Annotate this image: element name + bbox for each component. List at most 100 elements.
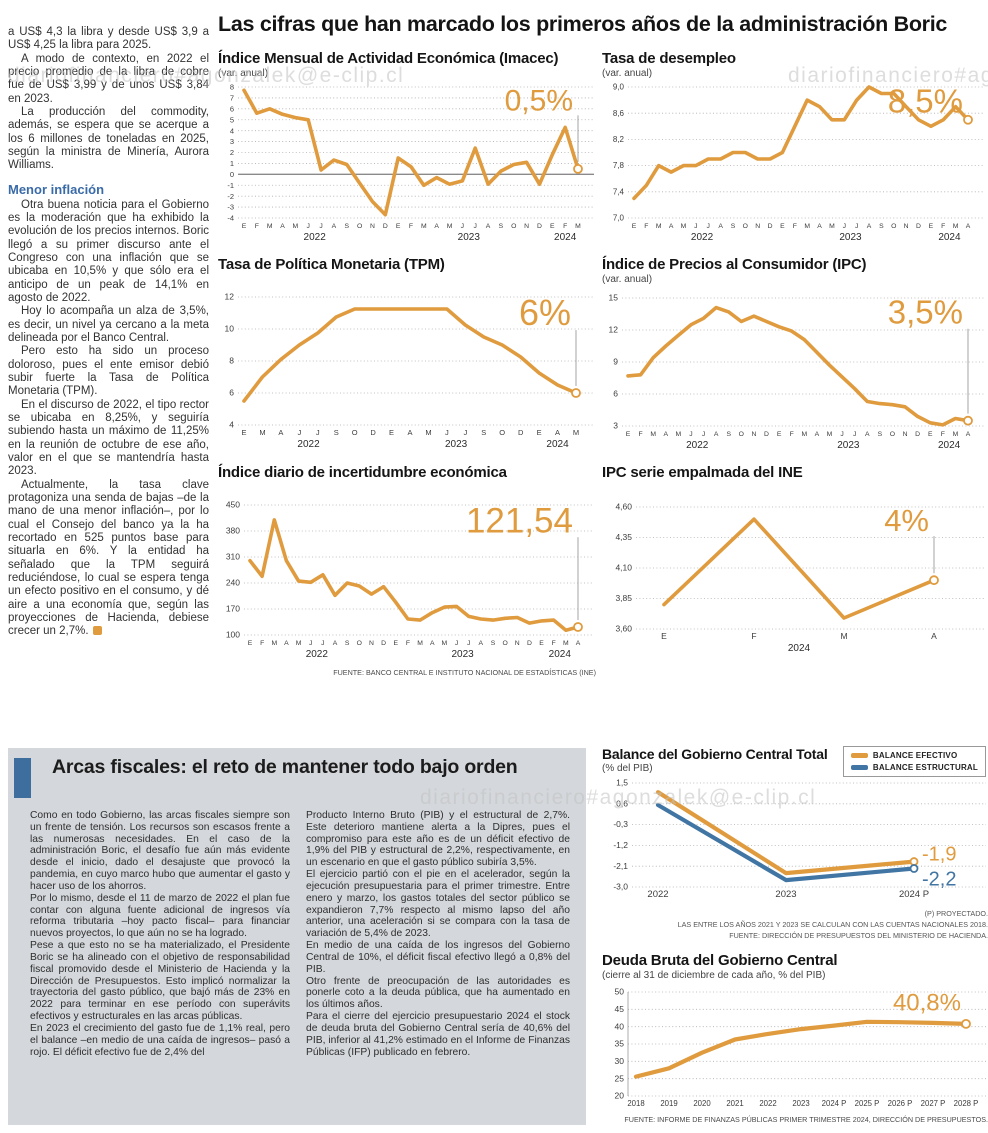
svg-text:3,60: 3,60 (615, 624, 632, 634)
legend-swatch-estructural (850, 765, 868, 770)
paragraph: Pese a que esto no se ha materializado, … (30, 940, 290, 1023)
paragraph: Hoy lo acompaña un alza de 3,5%, es deci… (8, 305, 209, 344)
balance-line-chart: 1,5 0,6 -0,3 -1,2 -2,1 -3,0 2022 2023 2024 P -1,9… (613, 778, 986, 900)
svg-text:2023: 2023 (458, 232, 481, 243)
svg-text:S: S (334, 428, 339, 437)
chart-incertidumbre: Índice diario de incertidumbre económica… (218, 464, 596, 677)
paragraph: a US$ 4,3 la libra y desde US$ 3,9 a US$… (8, 26, 209, 52)
feature-title: Arcas fiscales: el reto de mantener todo… (52, 756, 518, 778)
svg-text:2022: 2022 (759, 1099, 776, 1108)
svg-text:6: 6 (229, 388, 234, 398)
svg-text:M: M (417, 640, 423, 647)
svg-text:O: O (511, 223, 516, 230)
paragraph: (P) PROYECTADO. (924, 909, 988, 918)
svg-text:M: M (953, 223, 959, 230)
svg-text:8,2: 8,2 (613, 135, 625, 144)
svg-text:4: 4 (230, 126, 234, 135)
svg-text:2023: 2023 (445, 439, 468, 450)
svg-text:A: A (479, 640, 484, 647)
svg-text:A: A (486, 223, 491, 230)
svg-text:N: N (755, 223, 760, 230)
svg-text:2024: 2024 (788, 643, 811, 654)
svg-text:D: D (527, 640, 532, 647)
svg-text:A: A (284, 640, 289, 647)
paragraph: Actualmente, la tasa clave protagoniza u… (8, 478, 209, 638)
svg-text:170: 170 (226, 604, 240, 614)
svg-text:-1,9: -1,9 (922, 844, 956, 866)
svg-text:J: J (461, 223, 464, 230)
legend-item-estructural: BALANCE ESTRUCTURAL (850, 763, 978, 772)
balance-legend: BALANCE EFECTIVO BALANCE ESTRUCTURAL (842, 746, 986, 777)
chart-source: FUENTE: BANCO CENTRAL E INSTITUTO NACION… (333, 668, 596, 677)
svg-text:E: E (550, 223, 555, 230)
svg-text:10: 10 (225, 324, 235, 334)
chart-footnotes: (P) PROYECTADO. LAS ENTRE LOS AÑOS 2021 Y… (602, 908, 988, 941)
svg-text:2021: 2021 (726, 1099, 743, 1108)
svg-text:F: F (639, 431, 643, 438)
chart-imacec: Índice Mensual de Actividad Económica (I… (218, 50, 596, 248)
svg-text:S: S (878, 431, 883, 438)
svg-text:M: M (681, 223, 687, 230)
svg-text:-0,3: -0,3 (613, 819, 628, 829)
svg-text:M: M (676, 431, 682, 438)
svg-text:E: E (632, 223, 637, 230)
chart-desempleo: Tasa de desempleo (var. anual) 9,0 8,6 8,2… (602, 50, 988, 248)
svg-text:E: E (928, 431, 933, 438)
svg-text:8,6: 8,6 (613, 109, 625, 118)
svg-text:N: N (903, 431, 908, 438)
svg-text:2023: 2023 (839, 232, 862, 243)
svg-text:S: S (879, 223, 884, 230)
chart-ipc: Índice de Precios al Consumidor (IPC) (v… (602, 256, 988, 456)
legend-label: BALANCE ESTRUCTURAL (872, 763, 978, 772)
svg-text:M: M (656, 223, 662, 230)
svg-text:A: A (576, 640, 581, 647)
svg-text:M: M (840, 631, 847, 641)
svg-text:310: 310 (226, 552, 240, 562)
svg-text:4,35: 4,35 (615, 532, 632, 542)
svg-text:4%: 4% (884, 503, 929, 538)
legend-item-efectivo: BALANCE EFECTIVO (850, 751, 978, 760)
svg-text:O: O (739, 431, 744, 438)
svg-text:7: 7 (230, 94, 234, 103)
chart-subtitle: (var. anual) (602, 274, 653, 285)
svg-text:2022: 2022 (686, 440, 709, 451)
svg-text:S: S (731, 223, 736, 230)
svg-text:2023: 2023 (451, 649, 474, 660)
svg-text:O: O (499, 428, 505, 437)
desempleo-line-chart: 9,08,68,27,87,47,0E F M A M J J A S O N D E F M A M J J A S O… (613, 83, 984, 243)
chart-balance: BALANCE EFECTIVO BALANCE ESTRUCTURAL Bal… (602, 746, 988, 941)
svg-text:J: J (694, 223, 697, 230)
chart-tpm: Tasa de Política Monetaria (TPM) 12 10 8 6 4… (218, 256, 596, 455)
svg-text:30: 30 (615, 1056, 625, 1066)
svg-text:1: 1 (230, 159, 234, 168)
svg-text:A: A (555, 428, 560, 437)
svg-text:2025 P: 2025 P (855, 1099, 880, 1108)
paragraph: En el discurso de 2022, el tipo rector s… (8, 398, 209, 478)
svg-text:E: E (777, 431, 782, 438)
svg-text:J: J (853, 431, 856, 438)
svg-text:-3: -3 (227, 203, 234, 212)
svg-text:2022: 2022 (297, 439, 320, 450)
svg-text:2018: 2018 (627, 1099, 644, 1108)
svg-text:6: 6 (230, 104, 234, 113)
svg-text:M: M (447, 223, 453, 230)
svg-text:A: A (815, 431, 820, 438)
paragraph: El ejercicio partió con el pie en el ace… (306, 869, 570, 940)
svg-text:A: A (434, 223, 439, 230)
svg-text:7,8: 7,8 (613, 161, 625, 170)
svg-text:M: M (650, 431, 656, 438)
svg-text:2019: 2019 (660, 1099, 677, 1108)
svg-text:E: E (241, 428, 246, 437)
chart-subtitle: (cierre al 31 de diciembre de cada año, … (602, 970, 826, 981)
svg-text:-1: -1 (227, 181, 234, 190)
paragraph: En medio de una caída de los ingresos de… (306, 940, 570, 975)
chart-ipc-ine: IPC serie empalmada del INE 4,60 4,35 4,10… (602, 464, 988, 663)
svg-text:F: F (406, 640, 410, 647)
svg-text:7,4: 7,4 (613, 187, 625, 196)
svg-text:M: M (829, 223, 835, 230)
svg-text:J: J (463, 428, 467, 437)
svg-text:A: A (714, 431, 719, 438)
